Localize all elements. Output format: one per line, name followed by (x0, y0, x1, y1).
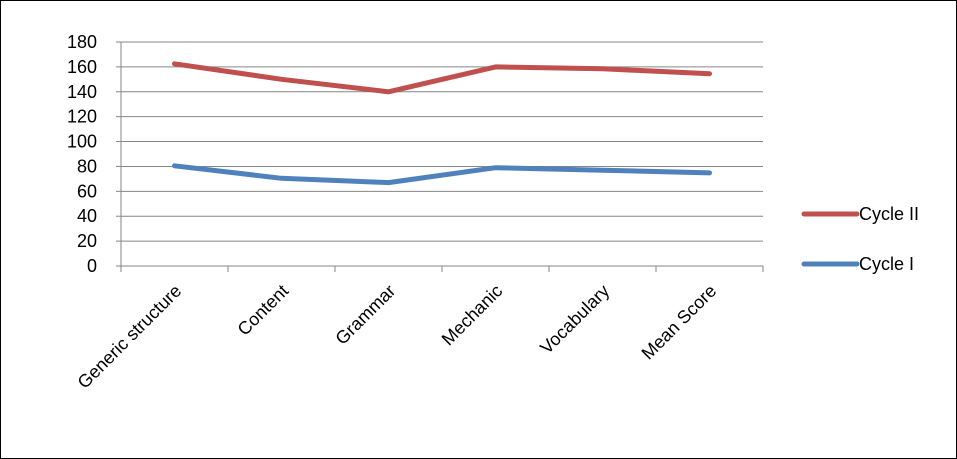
y-tick-label: 80 (77, 156, 97, 176)
x-category-label: Vocabulary (536, 281, 613, 358)
legend-label-cycle-ii: Cycle II (859, 204, 919, 224)
gridlines (121, 41, 763, 242)
series-lines (172, 61, 712, 186)
axes (116, 41, 764, 272)
x-category-label: Content (234, 281, 293, 340)
legend-label-cycle-i: Cycle I (859, 254, 914, 274)
y-tick-label: 140 (67, 82, 97, 102)
legend: Cycle II Cycle I (801, 204, 919, 274)
y-tick-label: 40 (77, 206, 97, 226)
y-tick-label: 160 (67, 57, 97, 77)
x-category-label: Grammar (331, 281, 399, 349)
axis-labels: 0 20 40 60 80 100 120 140 160 180 Generic structur… (67, 32, 720, 392)
y-tick-label: 0 (87, 256, 97, 276)
y-tick-label: 100 (67, 132, 97, 152)
series-line-cycle-i (172, 163, 712, 186)
x-category-label: Mechanic (438, 281, 507, 350)
y-tick-label: 120 (67, 107, 97, 127)
y-tick-label: 20 (77, 231, 97, 251)
y-tick-label: 180 (67, 32, 97, 52)
x-category-label: Generic structure (74, 281, 186, 393)
series-line-cycle-ii (172, 61, 712, 95)
x-category-label: Mean Score (638, 281, 721, 364)
y-tick-label: 60 (77, 181, 97, 201)
